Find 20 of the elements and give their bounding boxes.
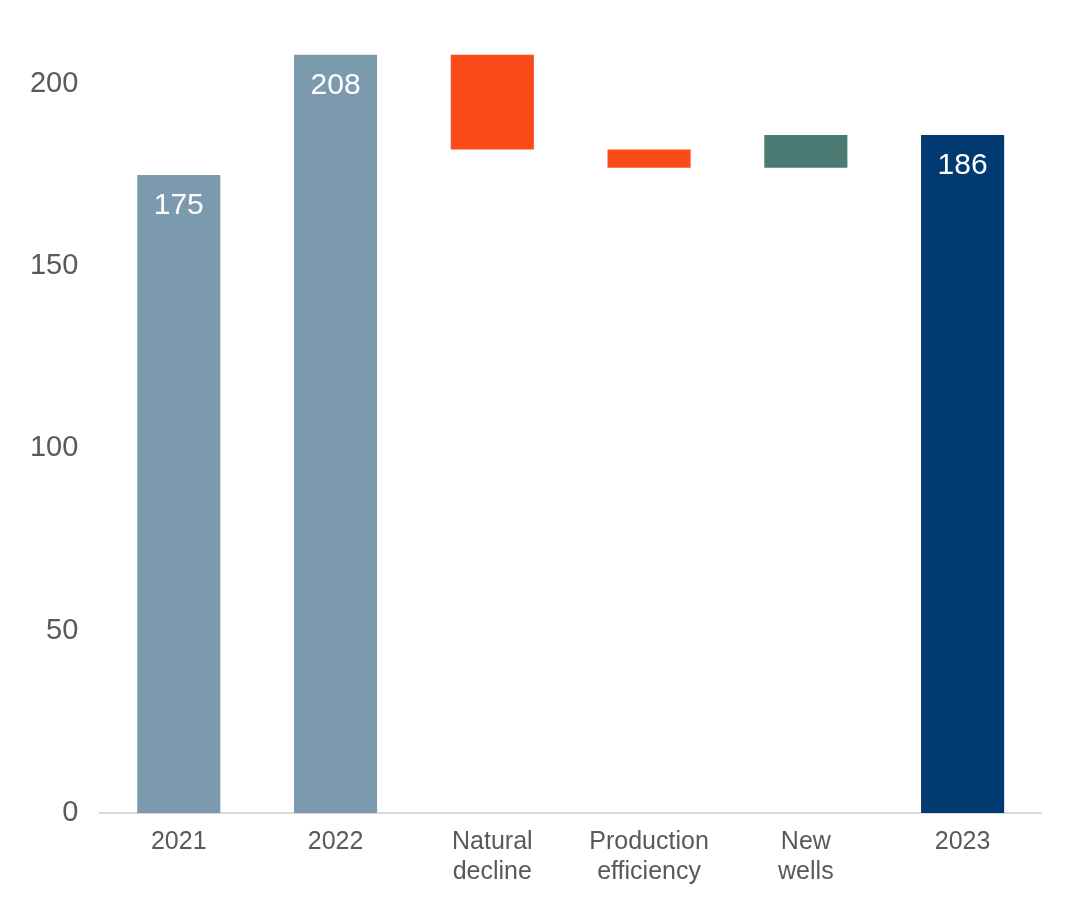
- y-tick-label: 200: [29, 65, 79, 98]
- bar: [137, 175, 221, 813]
- data-label: 208: [310, 66, 361, 100]
- data-label: 175: [153, 187, 204, 221]
- y-tick-label: 50: [46, 612, 79, 645]
- data-label: 186: [937, 147, 988, 181]
- x-tick-label: Production efficiency: [589, 825, 709, 884]
- bar: [921, 134, 1005, 813]
- bar: [607, 149, 691, 168]
- x-tick-label: New wells: [777, 825, 834, 884]
- y-tick-label: 100: [29, 430, 79, 463]
- y-tick-label: 0: [62, 795, 79, 827]
- bar: [764, 134, 848, 168]
- x-tick-label: 2021: [150, 825, 207, 854]
- x-tick-label: Natural decline: [452, 825, 533, 884]
- bar: [450, 54, 534, 150]
- x-tick-label: 2023: [934, 825, 991, 854]
- x-tick-label: 2022: [307, 825, 364, 854]
- bar: [294, 54, 378, 813]
- y-tick-label: 150: [29, 248, 79, 281]
